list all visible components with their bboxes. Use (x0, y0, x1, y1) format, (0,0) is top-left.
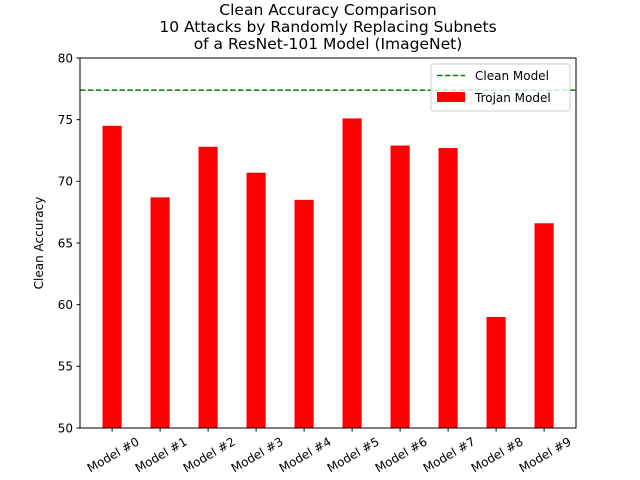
legend-box (430, 63, 571, 112)
bar-4 (294, 199, 314, 428)
bar-7 (438, 148, 458, 429)
y-axis: 50 55 60 65 70 75 80 (58, 51, 80, 435)
x-tick-label-7: Model #7 (421, 434, 478, 475)
x-tick-label-6: Model #6 (373, 434, 430, 475)
bar-3 (246, 172, 266, 428)
y-tick-label-3: 65 (58, 236, 73, 250)
y-tick-label-5: 75 (58, 113, 73, 127)
bar-0 (102, 125, 122, 428)
x-tick-label-3: Model #3 (229, 434, 286, 475)
chart-title-line-0: Clean Accuracy Comparison (219, 1, 436, 19)
x-tick-label-2: Model #2 (181, 434, 238, 475)
legend: Clean Model Trojan Model (430, 63, 571, 112)
x-tick-label-1: Model #1 (133, 434, 190, 475)
x-tick-label-5: Model #5 (325, 434, 382, 475)
y-tick-label-6: 80 (58, 51, 73, 65)
x-tick-label-0: Model #0 (85, 434, 142, 475)
legend-trojan-model-label: Trojan Model (474, 91, 551, 105)
y-axis-label: Clean Accuracy (32, 197, 46, 290)
y-tick-label-0: 50 (58, 421, 73, 435)
bars-group (102, 118, 554, 429)
x-tick-label-4: Model #4 (277, 434, 334, 475)
x-tick-label-8: Model #8 (469, 434, 526, 475)
y-tick-label-2: 60 (58, 298, 73, 312)
y-tick-label-4: 70 (58, 175, 73, 189)
legend-clean-model-label: Clean Model (475, 69, 549, 83)
x-tick-label-9: Model #9 (517, 434, 574, 475)
chart-title-line-2: of a ResNet-101 Model (ImageNet) (194, 35, 463, 53)
bar-1 (150, 197, 170, 428)
chart-title-line-1: 10 Attacks by Randomly Replacing Subnets (159, 18, 496, 36)
bar-9 (534, 223, 554, 428)
bar-8 (486, 317, 506, 428)
bar-2 (198, 146, 218, 429)
legend-trojan-model-swatch (437, 92, 465, 102)
y-tick-label-1: 55 (58, 360, 73, 374)
bar-6 (390, 145, 410, 429)
bar-5 (342, 118, 362, 428)
